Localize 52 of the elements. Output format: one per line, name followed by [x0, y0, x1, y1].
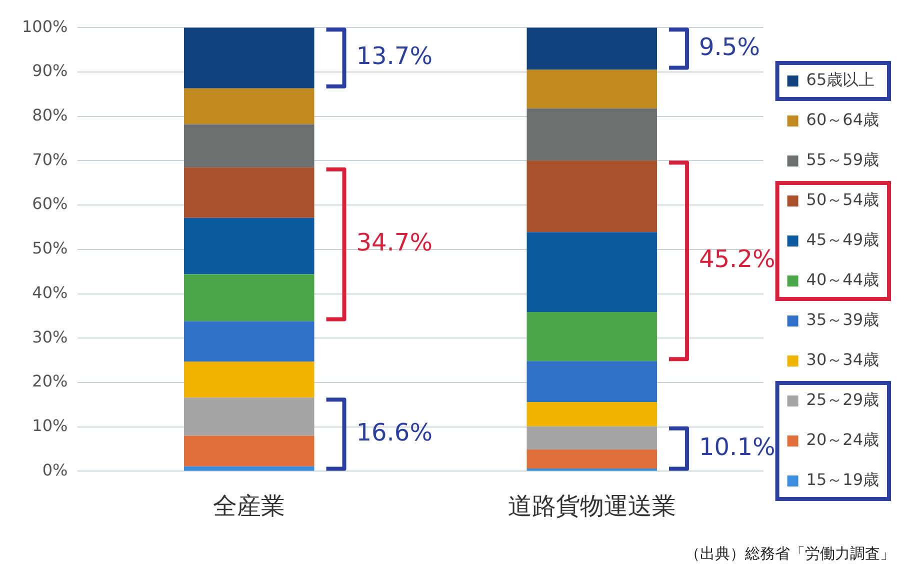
- legend-label: 60～64歳: [806, 110, 879, 130]
- y-tick-label: 90%: [32, 61, 68, 80]
- legend-label: 55～59歳: [806, 150, 879, 170]
- legend-label: 50～54歳: [806, 190, 879, 210]
- bar: [526, 426, 658, 450]
- x-tick-label: 道路貨物運送業: [508, 492, 676, 520]
- annotation: 45.2%: [699, 245, 776, 274]
- text: （出典）総務省「労働力調査」: [685, 544, 895, 562]
- annotation: 10.1%: [699, 432, 776, 461]
- bar: [184, 362, 314, 398]
- bar: [526, 361, 658, 402]
- y-tick-label: 40%: [32, 282, 68, 302]
- bar: [184, 436, 314, 466]
- bar: [526, 449, 658, 469]
- bar: [526, 402, 658, 426]
- y-tick-label: 20%: [32, 372, 68, 391]
- bar: [526, 28, 658, 70]
- bar: [526, 108, 658, 161]
- bar: [184, 28, 314, 88]
- bar: [526, 232, 658, 312]
- y-tick-label: 0%: [42, 460, 68, 480]
- annotation: 34.7%: [356, 228, 433, 257]
- y-tick-label: 100%: [22, 16, 68, 36]
- bar: [184, 398, 314, 436]
- bar: [526, 70, 658, 108]
- bar: [184, 88, 314, 124]
- bar: [184, 167, 314, 218]
- legend-label: 45～49歳: [806, 230, 879, 250]
- bar: [184, 218, 314, 274]
- annotation: 16.6%: [356, 418, 433, 446]
- y-tick-label: 30%: [32, 327, 68, 346]
- y-tick-label: 50%: [32, 238, 68, 258]
- bar: [184, 321, 314, 362]
- y-tick-label: 60%: [32, 194, 68, 214]
- x-tick-label: 全産業: [213, 492, 286, 520]
- legend-label: 25～29歳: [806, 390, 879, 410]
- legend-label: 30～34歳: [806, 350, 879, 370]
- legend-label: 35～39歳: [806, 310, 879, 330]
- y-tick-label: 10%: [32, 416, 68, 435]
- legend-label: 15～19歳: [806, 470, 879, 490]
- bar: [526, 160, 658, 232]
- y-tick-label: 80%: [32, 105, 68, 124]
- annotation: 13.7%: [356, 42, 433, 70]
- bar: [184, 124, 314, 168]
- legend-label: 40～44歳: [806, 270, 879, 290]
- legend-label: 65歳以上: [806, 70, 875, 90]
- bar: [184, 274, 314, 322]
- legend-label: 20～24歳: [806, 430, 879, 450]
- y-tick-label: 70%: [32, 150, 68, 169]
- bar: [526, 312, 658, 362]
- annotation: 9.5%: [699, 32, 760, 61]
- bar: [184, 466, 314, 471]
